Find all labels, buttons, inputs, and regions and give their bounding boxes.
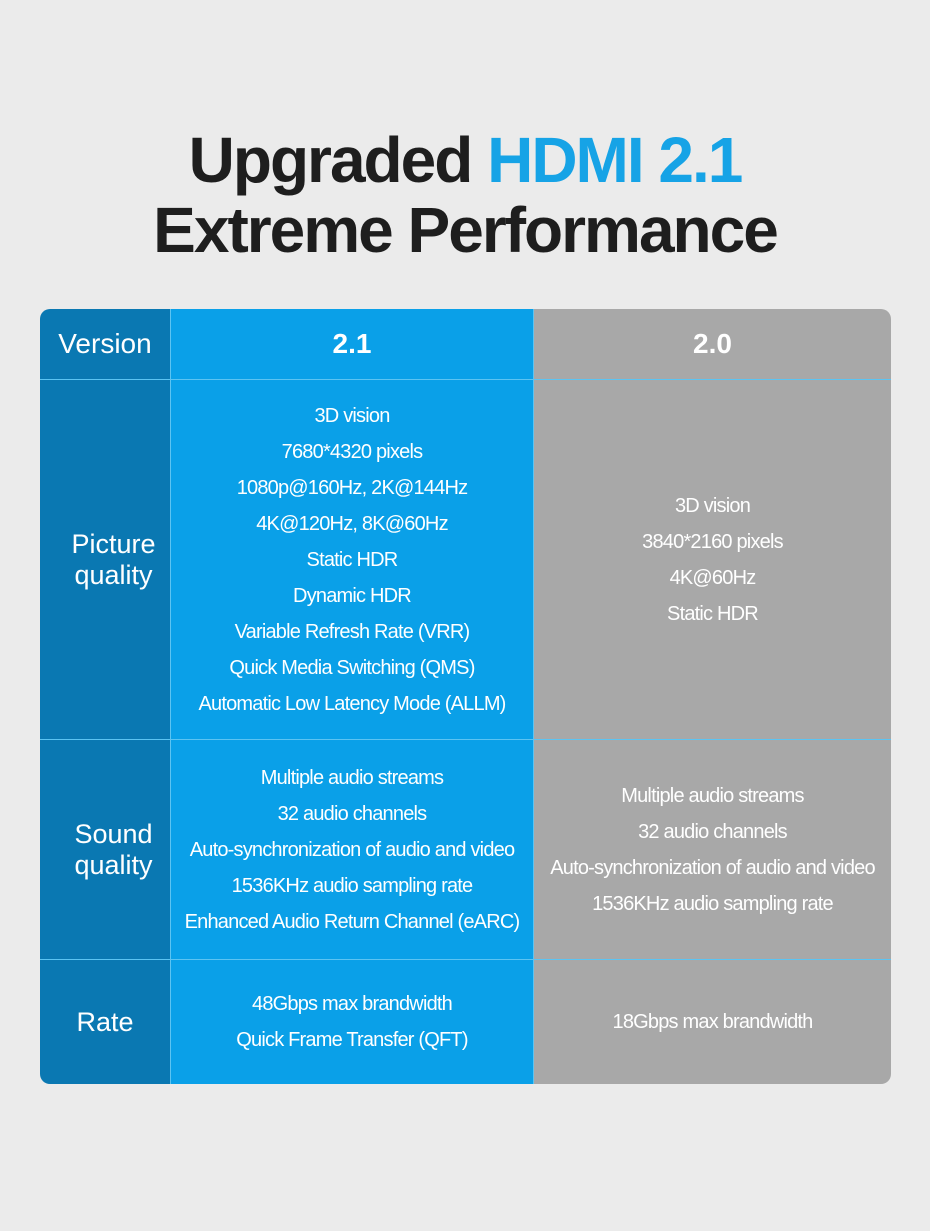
header-v20: 2.0	[693, 328, 732, 359]
header-version-label: Version	[58, 328, 152, 359]
feature-item: 4K@120Hz, 8K@60Hz	[256, 512, 448, 535]
feature-item: 4K@60Hz	[669, 566, 757, 589]
row-label: Rate	[76, 1006, 134, 1037]
feature-item: 1080p@160Hz, 2K@144Hz	[236, 476, 468, 499]
feature-item: 3D vision	[674, 494, 751, 517]
feature-item: Static HDR	[306, 548, 399, 571]
divider	[40, 379, 891, 380]
feature-item: Quick Media Switching (QMS)	[229, 656, 475, 679]
feature-item: 32 audio channels	[638, 820, 788, 843]
row-label: Sound quality	[74, 818, 153, 880]
feature-item: Automatic Low Latency Mode (ALLM)	[198, 692, 506, 715]
feature-item: 1536KHz audio sampling rate	[592, 892, 834, 915]
v21-cell: Multiple audio streams 32 audio channels A…	[171, 740, 533, 959]
feature-item: 3D vision	[314, 404, 390, 427]
feature-item: 7680*4320 pixels	[281, 440, 423, 463]
divider	[170, 309, 171, 1084]
title-prefix: Upgraded	[188, 124, 488, 196]
v21-cell: 48Gbps max brandwidth Quick Frame Transfe…	[171, 960, 533, 1084]
v20-cell: 18Gbps max brandwidth	[534, 960, 891, 1084]
feature-item: Multiple audio streams	[621, 784, 804, 807]
hdmi20-column	[534, 309, 891, 1084]
feature-item: 32 audio channels	[277, 802, 428, 825]
feature-item: Variable Refresh Rate (VRR)	[234, 620, 471, 643]
feature-item: 48Gbps max brandwidth	[252, 993, 453, 1015]
divider	[40, 959, 891, 960]
page-title-line2: Extreme Performance	[153, 194, 779, 266]
feature-item: Multiple audio streams	[260, 766, 444, 789]
v20-cell: 3D vision 3840*2160 pixels 4K@60Hz Static H…	[534, 380, 891, 739]
label-column	[40, 309, 170, 1084]
title-accent: HDMI 2.1	[487, 124, 743, 196]
feature-item: 1536KHz audio sampling rate	[231, 874, 474, 897]
page-title-line1: Upgraded HDMI 2.1	[0, 128, 930, 192]
feature-item: Auto-synchronization of audio and video	[550, 856, 875, 879]
header-v21: 2.1	[332, 328, 372, 359]
v21-cell: 3D vision 7680*4320 pixels 1080p@160Hz, 2K…	[171, 380, 533, 739]
feature-item: Quick Frame Transfer (QFT)	[236, 1029, 468, 1051]
v20-cell: Multiple audio streams 32 audio channels A…	[534, 740, 891, 959]
feature-item: Static HDR	[667, 602, 759, 625]
feature-item: 18Gbps max brandwidth	[612, 1011, 814, 1033]
hdmi21-column	[171, 309, 533, 1084]
feature-item: 3840*2160 pixels	[642, 530, 783, 553]
comparison-table: Version 2.1 2.0 Picture quality 3D vision…	[40, 309, 891, 1084]
feature-item: Auto-synchronization of audio and video	[189, 838, 515, 861]
feature-item: Enhanced Audio Return Channel (eARC)	[184, 910, 521, 933]
divider	[40, 739, 891, 740]
divider	[533, 309, 534, 1084]
feature-item: Dynamic HDR	[293, 584, 412, 607]
row-label: Picture quality	[71, 528, 156, 590]
